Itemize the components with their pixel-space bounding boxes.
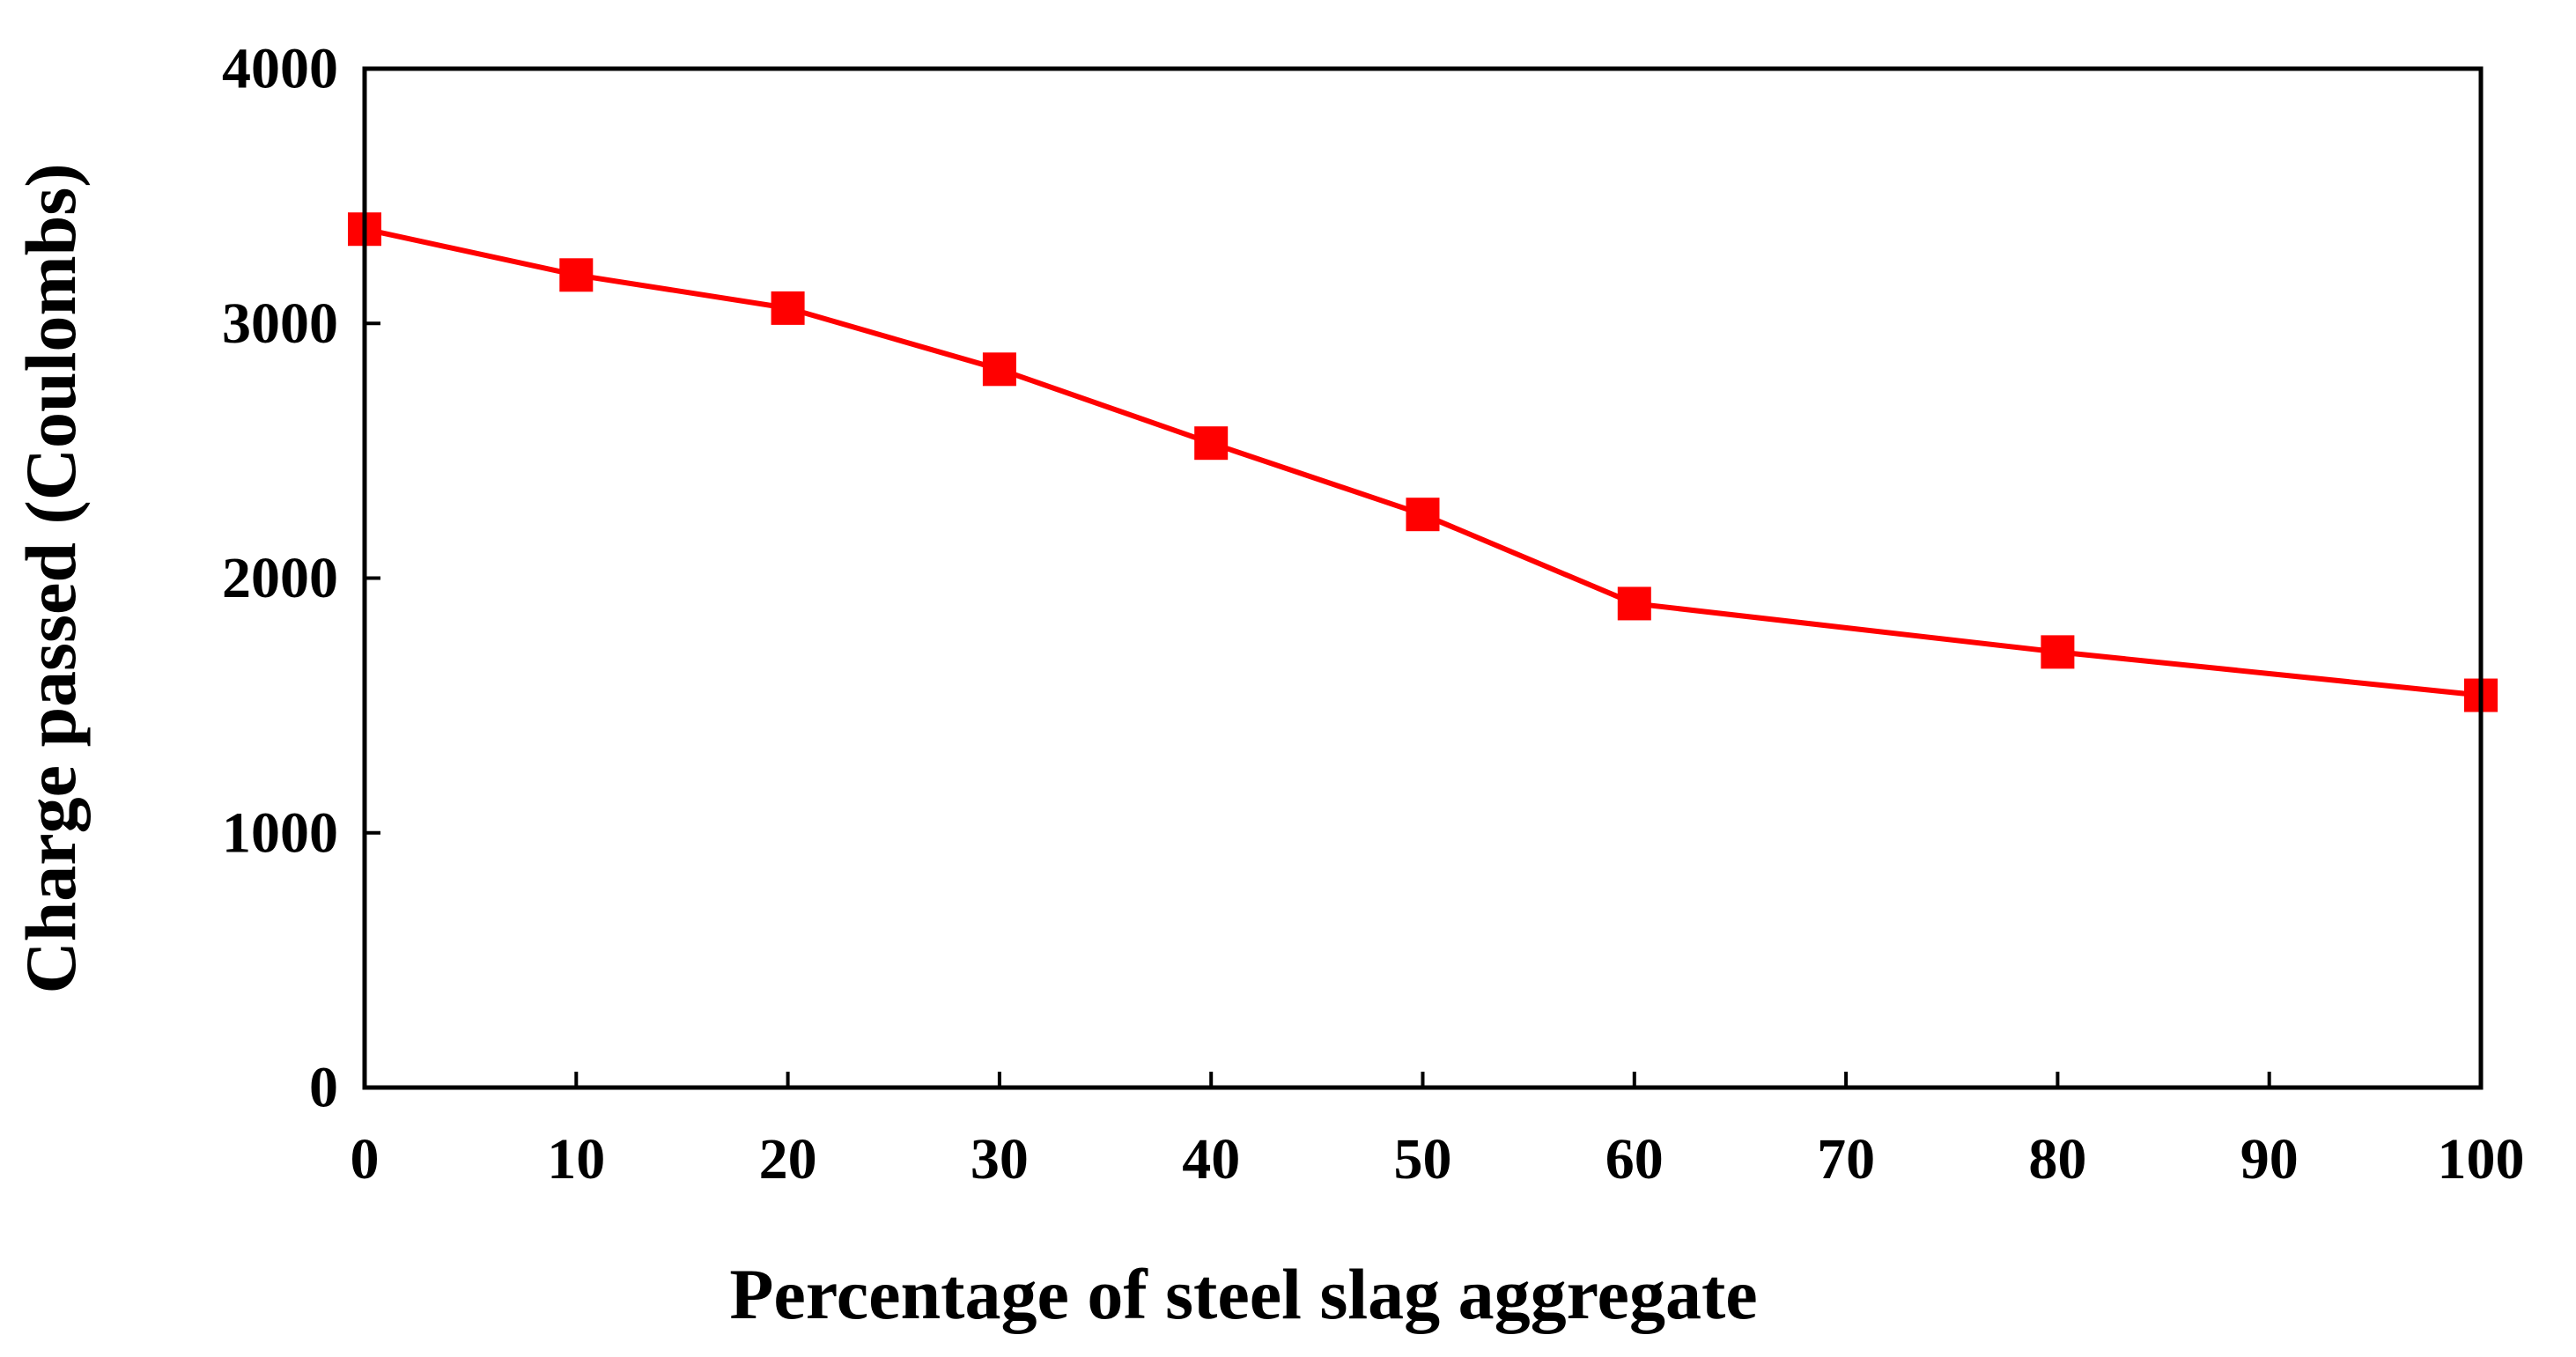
x-tick-marks: [363, 1072, 2483, 1088]
x-tick-label: 40: [1182, 1127, 1240, 1191]
y-axis-title: Charge passed (Coulombs): [11, 163, 91, 993]
x-tick-label: 50: [1394, 1127, 1452, 1191]
data-point-marker: [1194, 426, 1229, 461]
y-tick-label: 3000: [222, 291, 338, 356]
x-tick-label: 0: [351, 1127, 380, 1191]
data-point-marker: [982, 352, 1016, 387]
x-tick-label: 20: [759, 1127, 817, 1191]
y-tick-label: 1000: [222, 800, 338, 865]
x-tick-label: 10: [547, 1127, 605, 1191]
plot-area-frame: [362, 66, 2484, 1090]
series-layer: [348, 212, 2498, 712]
data-point-marker: [559, 258, 594, 292]
data-point-marker: [1617, 586, 1651, 621]
x-tick-label: 80: [2028, 1127, 2086, 1191]
y-tick-label: 4000: [222, 37, 338, 101]
data-point-marker: [2041, 635, 2075, 669]
y-tick-label: 2000: [222, 546, 338, 610]
x-tick-label: 60: [1605, 1127, 1664, 1191]
y-tick-label: 0: [309, 1056, 338, 1120]
x-tick-labels: 0 10 20 30 40 50 60 70 80 90 100: [351, 1127, 2525, 1191]
series-line: [364, 226, 2482, 698]
y-tick-labels: 0 1000 2000 3000 4000: [222, 37, 338, 1120]
x-tick-label: 100: [2438, 1127, 2525, 1191]
x-tick-label: 30: [971, 1127, 1029, 1191]
data-point-marker: [771, 291, 805, 325]
data-point-marker: [1406, 498, 1440, 532]
x-tick-label: 70: [1817, 1127, 1875, 1191]
x-tick-label: 90: [2240, 1127, 2299, 1191]
x-axis-title: Percentage of steel slag aggregate: [729, 1254, 1757, 1334]
